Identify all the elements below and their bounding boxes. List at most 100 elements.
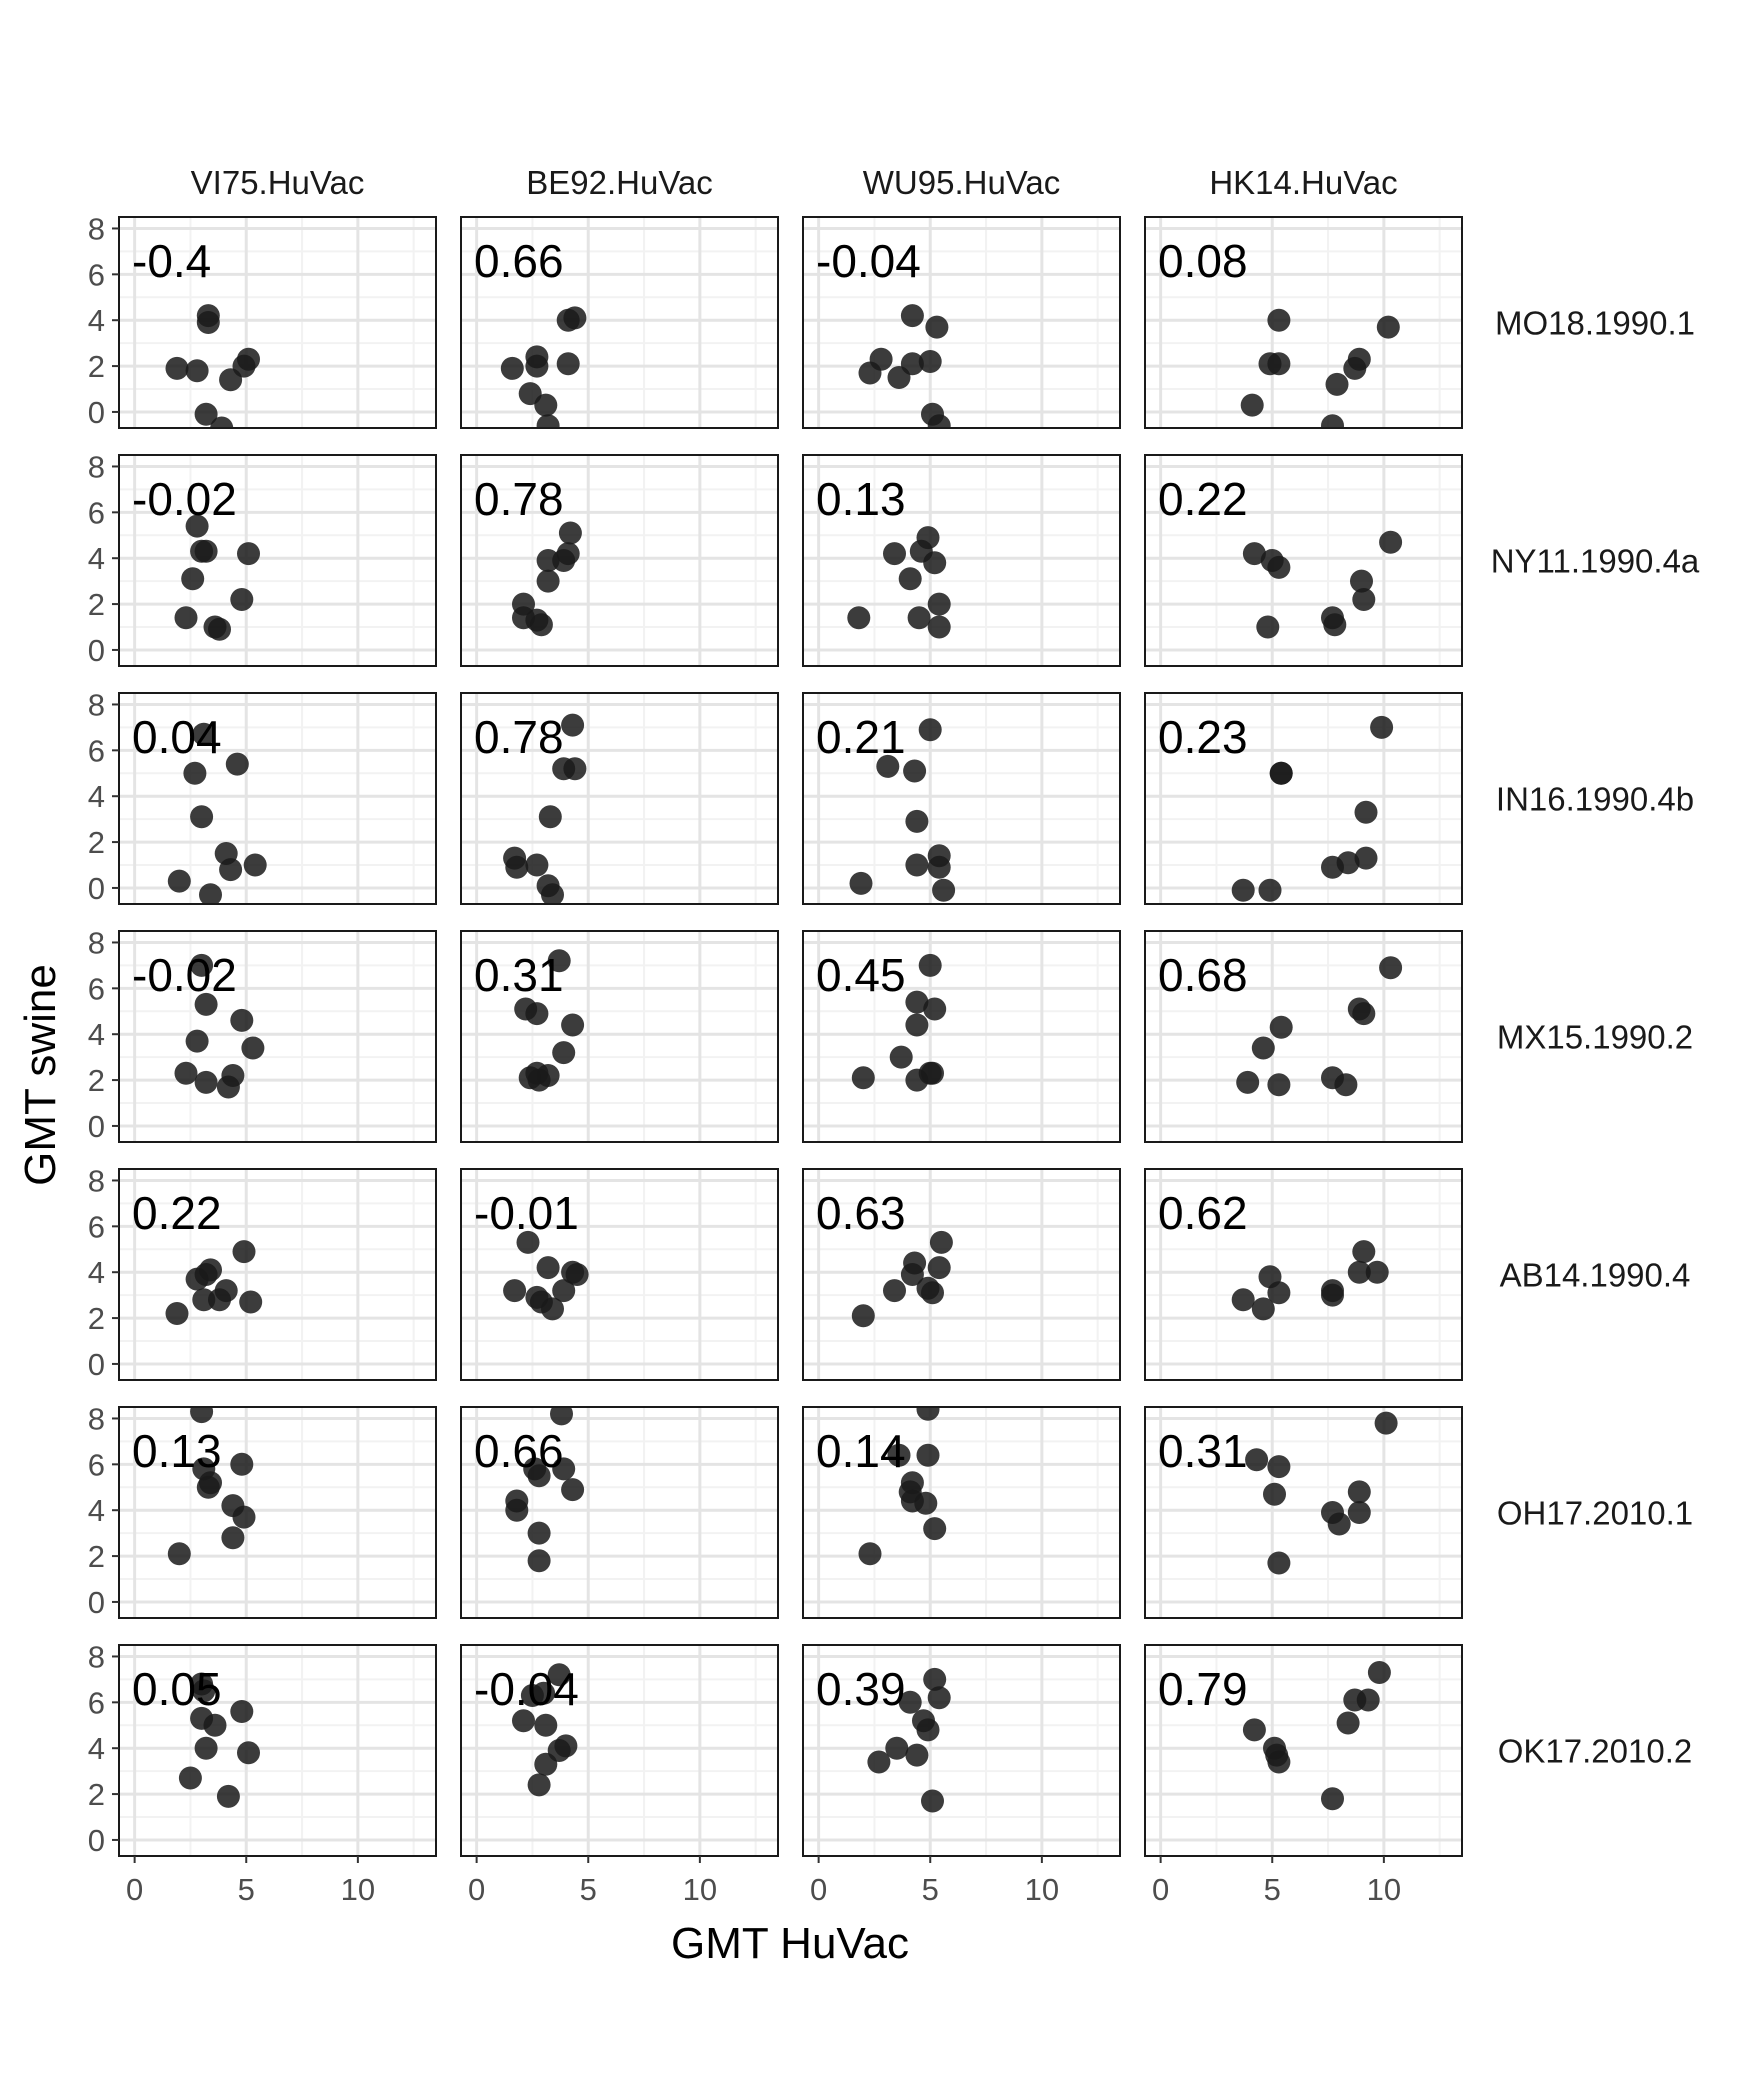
data-point	[1231, 878, 1255, 902]
data-point	[916, 1443, 940, 1467]
correlation-label: -0.04	[474, 1663, 579, 1715]
data-point	[1336, 851, 1360, 875]
data-point	[889, 1045, 913, 1069]
panel-border	[802, 1168, 1121, 1381]
data-point	[1321, 1787, 1344, 1811]
data-point	[1267, 555, 1291, 579]
data-point	[185, 514, 209, 538]
data-point	[849, 871, 873, 895]
x-tick-label: 5	[1264, 1872, 1281, 1907]
data-point	[538, 805, 562, 829]
data-point	[1376, 315, 1400, 339]
correlation-label: 0.79	[1158, 1663, 1248, 1715]
column-strip-label: VI75.HuVac	[191, 164, 365, 201]
points-group	[1231, 715, 1394, 902]
row-strip-label: OH17.2010.1	[1497, 1495, 1693, 1532]
facet-panel: 0.78	[460, 692, 779, 905]
correlation-label: 0.31	[1158, 1425, 1248, 1477]
data-point	[192, 1679, 216, 1703]
y-tick-label: 6	[88, 1685, 105, 1720]
data-point	[199, 1258, 222, 1282]
data-point	[905, 853, 929, 877]
correlation-label: 0.13	[816, 473, 906, 525]
x-tick-label: 10	[341, 1872, 375, 1907]
data-point	[923, 997, 947, 1021]
data-point	[858, 1542, 882, 1566]
row-strip-label: MO18.1990.1	[1495, 305, 1695, 342]
data-point	[210, 416, 234, 428]
data-point	[929, 1230, 953, 1254]
data-point	[178, 1766, 202, 1790]
data-point	[1354, 846, 1378, 870]
data-point	[165, 1302, 189, 1325]
data-point	[1240, 393, 1264, 417]
data-point	[225, 752, 249, 776]
data-point	[1323, 613, 1347, 637]
data-point	[561, 1013, 585, 1037]
data-point	[500, 356, 524, 380]
data-point	[876, 754, 900, 778]
data-point	[550, 1407, 573, 1426]
points-group	[1236, 956, 1403, 1097]
y-tick-label: 4	[88, 779, 105, 814]
data-point	[536, 1064, 560, 1087]
data-point	[905, 1743, 929, 1767]
data-point	[1365, 1260, 1389, 1284]
x-tick-label: 10	[683, 1872, 717, 1907]
x-tick-label: 5	[922, 1872, 939, 1907]
facet-panel: 0.04	[118, 692, 437, 905]
points-group	[858, 1407, 947, 1566]
correlation-label: 0.14	[816, 1425, 906, 1477]
axis-ticks: 0 2 4 6 8 0 2 4 6 8 0 2 4 6 8 0 2 4 6 8 0 2 4 6 8 0 2 4 6 8 0 2 4 6 8 0 5 10 0…	[88, 211, 1401, 1907]
points-group	[847, 526, 951, 639]
data-point	[529, 613, 553, 637]
data-point	[900, 304, 924, 328]
data-point	[221, 1064, 245, 1087]
correlation-label: 0.66	[474, 1425, 564, 1477]
data-point	[1258, 878, 1282, 902]
facet-panel: 0.45	[802, 930, 1121, 1143]
data-point	[230, 1008, 254, 1032]
data-point	[547, 1663, 571, 1687]
y-tick-label: 0	[88, 1823, 105, 1858]
data-point	[905, 990, 929, 1014]
data-point	[867, 1750, 891, 1774]
facet-panel: 0.31	[1144, 1406, 1463, 1619]
data-point	[921, 1789, 944, 1813]
y-axis-title: GMT swine	[16, 964, 65, 1186]
data-point	[534, 1713, 558, 1737]
data-point	[925, 315, 949, 339]
facet-panel: 0.63	[802, 1168, 1121, 1381]
data-point	[914, 1491, 938, 1515]
data-point	[918, 350, 942, 373]
data-point	[194, 992, 218, 1016]
data-point	[563, 757, 587, 781]
data-point	[1267, 352, 1291, 376]
data-point	[194, 402, 218, 426]
data-point	[927, 1686, 951, 1710]
column-strip-label: HK14.HuVac	[1209, 164, 1397, 201]
data-point	[536, 414, 560, 428]
x-tick-label: 0	[468, 1872, 485, 1907]
panel-border	[1144, 1168, 1463, 1381]
data-point	[185, 1029, 209, 1053]
facet-panel: -0.02	[118, 930, 437, 1143]
panels: -0.4 0.66 -0.04 0.08 -0.02 0.78 0.13 0.22 0.04 0.…	[118, 216, 1463, 1857]
data-point	[232, 1240, 256, 1264]
y-tick-label: 4	[88, 1017, 105, 1052]
points-group	[1242, 1661, 1391, 1811]
points-group	[165, 1240, 263, 1325]
panel-border	[460, 692, 779, 905]
panel-border	[802, 454, 1121, 667]
data-point	[241, 1036, 265, 1060]
data-point	[527, 1521, 551, 1545]
data-point	[1251, 1036, 1275, 1060]
x-tick-label: 0	[1152, 1872, 1169, 1907]
data-point	[1251, 1297, 1275, 1321]
facet-panel: 0.66	[460, 1406, 779, 1619]
data-point	[1231, 1288, 1255, 1312]
panel-border	[118, 1644, 437, 1857]
data-point	[869, 347, 893, 371]
data-point	[190, 953, 214, 977]
points-group	[867, 1667, 951, 1813]
